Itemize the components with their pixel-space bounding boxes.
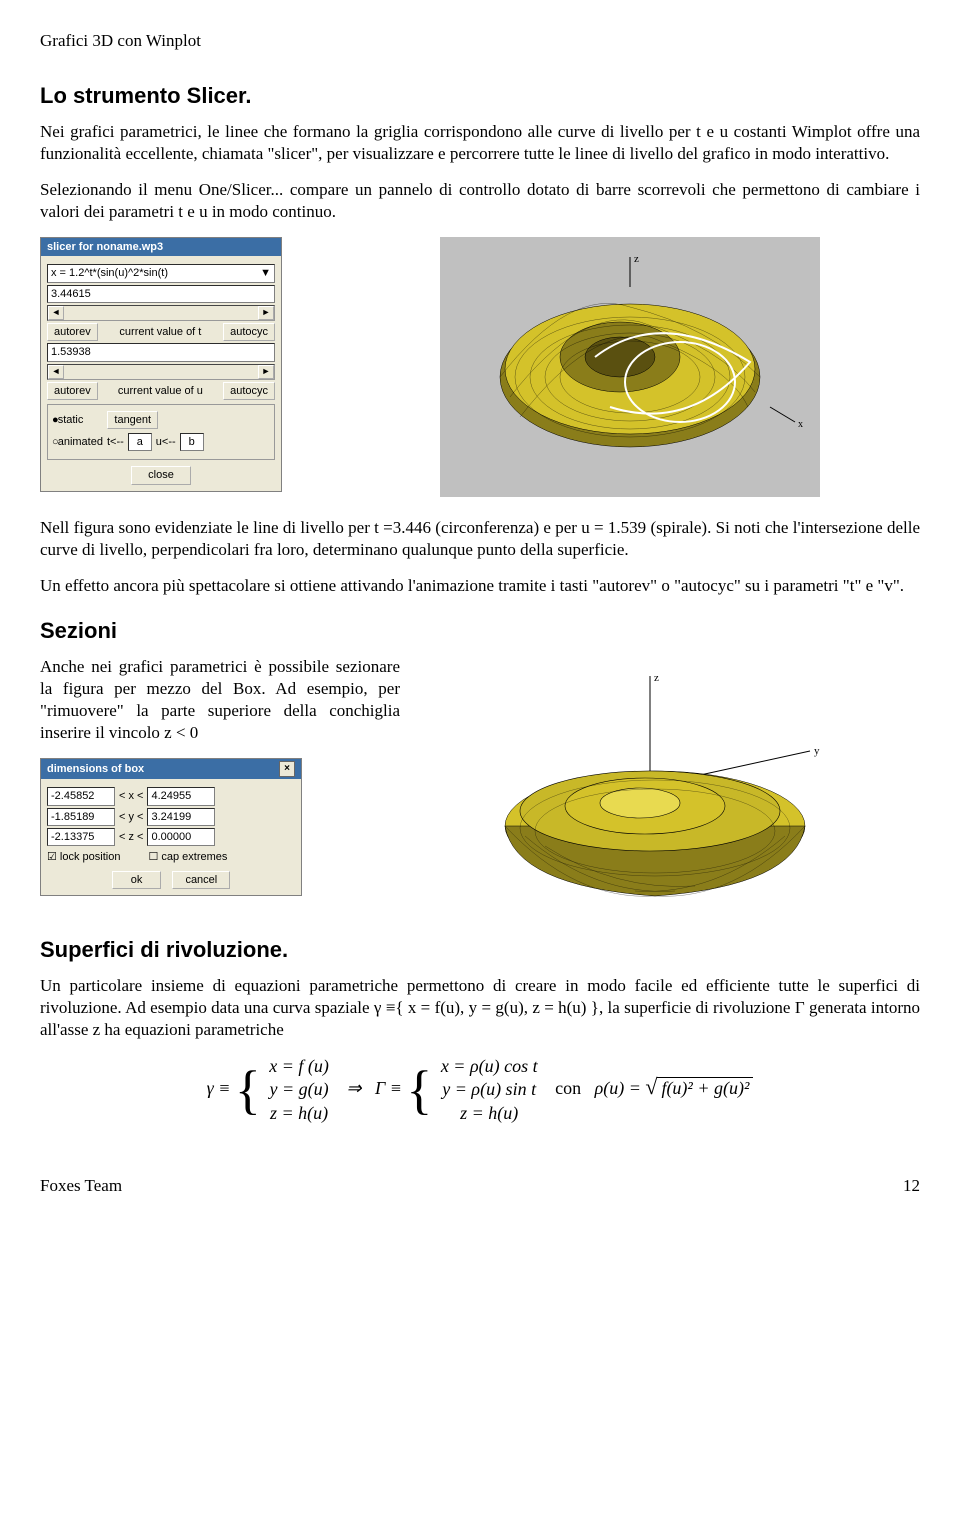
autocyc-t-button[interactable]: autocyc — [223, 323, 275, 341]
slicer-row: slicer for noname.wp3 x = 1.2^t*(sin(u)^… — [40, 237, 920, 497]
tangent-button[interactable]: tangent — [107, 411, 158, 429]
t-arrow-label: t<-- — [107, 435, 124, 449]
Gamma-y: y = ρ(u) sin t — [437, 1078, 542, 1101]
svg-text:z: z — [654, 672, 659, 684]
y-min-field[interactable]: -1.85189 — [47, 808, 115, 826]
dropdown-icon: ▼ — [260, 266, 271, 280]
value-u-field[interactable]: 1.53938 — [47, 343, 275, 361]
footer-left: Foxes Team — [40, 1175, 122, 1197]
Gamma-z: z = h(u) — [437, 1102, 542, 1125]
label-current-t: current value of t — [102, 325, 219, 339]
x-min-field[interactable]: -2.45852 — [47, 787, 115, 805]
heading-rivoluzione: Superfici di rivoluzione. — [40, 936, 920, 965]
heading-slicer: Lo strumento Slicer. — [40, 82, 920, 111]
value-t-field[interactable]: 3.44615 — [47, 285, 275, 303]
rho-lhs: ρ(u) = — [595, 1078, 641, 1098]
gamma-y: y = g(u) — [265, 1078, 333, 1101]
close-button[interactable]: close — [131, 466, 191, 484]
z-max-field[interactable]: 0.00000 — [147, 828, 215, 846]
autorev-t-button[interactable]: autorev — [47, 323, 98, 341]
sectioned-surface-plot: z y — [440, 656, 860, 916]
slider-t[interactable] — [47, 305, 275, 321]
dimensions-title-text: dimensions of box — [47, 762, 144, 776]
sezioni-row: Anche nei grafici parametrici è possibil… — [40, 656, 920, 916]
intro-paragraph-2: Selezionando il menu One/Slicer... compa… — [40, 179, 920, 223]
b-field[interactable]: b — [180, 433, 204, 451]
cap-extremes-checkbox[interactable]: cap extremes — [148, 850, 227, 864]
heading-sezioni: Sezioni — [40, 617, 920, 646]
close-icon[interactable]: × — [279, 761, 295, 777]
svg-text:z: z — [634, 253, 639, 265]
lock-position-checkbox[interactable]: lock position — [47, 850, 120, 864]
Gamma-x: x = ρ(u) cos t — [437, 1055, 542, 1078]
formula-text: x = 1.2^t*(sin(u)^2*sin(t) — [51, 266, 168, 280]
x-max-field[interactable]: 4.24955 — [147, 787, 215, 805]
label-current-u: current value of u — [102, 384, 219, 398]
z-label: < z < — [119, 830, 143, 844]
cancel-button[interactable]: cancel — [172, 871, 230, 889]
gamma-z: z = h(u) — [265, 1102, 333, 1125]
a-field[interactable]: a — [128, 433, 152, 451]
animated-radio[interactable]: animated — [52, 435, 103, 449]
ok-button[interactable]: ok — [112, 871, 162, 889]
gamma-x: x = f (u) — [265, 1055, 333, 1078]
svg-text:y: y — [814, 745, 820, 757]
y-max-field[interactable]: 3.24199 — [147, 808, 215, 826]
svg-text:x: x — [798, 419, 803, 430]
con-label: con — [555, 1078, 581, 1098]
rivoluzione-text: Un particolare insieme di equazioni para… — [40, 975, 920, 1041]
page-header: Grafici 3D con Winplot — [40, 30, 920, 52]
footer-page-number: 12 — [903, 1175, 920, 1197]
z-min-field[interactable]: -2.13375 — [47, 828, 115, 846]
u-arrow-label: u<-- — [156, 435, 176, 449]
page-footer: Foxes Team 12 — [40, 1175, 920, 1197]
parametric-equations: γ ≡ { x = f (u) y = g(u) z = h(u) ⇒ Γ ≡ … — [40, 1055, 920, 1125]
static-radio[interactable]: static — [52, 413, 83, 427]
shell-surface-plot: z — [440, 237, 820, 497]
caption-paragraph-2: Un effetto ancora più spettacolare si ot… — [40, 575, 920, 597]
slider-u[interactable] — [47, 364, 275, 380]
slicer-dialog: slicer for noname.wp3 x = 1.2^t*(sin(u)^… — [40, 237, 282, 492]
sezioni-text: Anche nei grafici parametrici è possibil… — [40, 656, 400, 744]
slicer-dialog-title: slicer for noname.wp3 — [41, 238, 281, 256]
dimensions-dialog: dimensions of box × -2.45852 < x < 4.249… — [40, 758, 302, 895]
rho-rhs: f(u)² + g(u)² — [657, 1077, 753, 1098]
slicer-title-text: slicer for noname.wp3 — [47, 240, 163, 254]
formula-field[interactable]: x = 1.2^t*(sin(u)^2*sin(t) ▼ — [47, 264, 275, 282]
caption-paragraph-1: Nell figura sono evidenziate le line di … — [40, 517, 920, 561]
autorev-u-button[interactable]: autorev — [47, 382, 98, 400]
autocyc-u-button[interactable]: autocyc — [223, 382, 275, 400]
y-label: < y < — [119, 810, 143, 824]
intro-paragraph-1: Nei grafici parametrici, le linee che fo… — [40, 121, 920, 165]
dimensions-title: dimensions of box × — [41, 759, 301, 779]
x-label: < x < — [119, 789, 143, 803]
